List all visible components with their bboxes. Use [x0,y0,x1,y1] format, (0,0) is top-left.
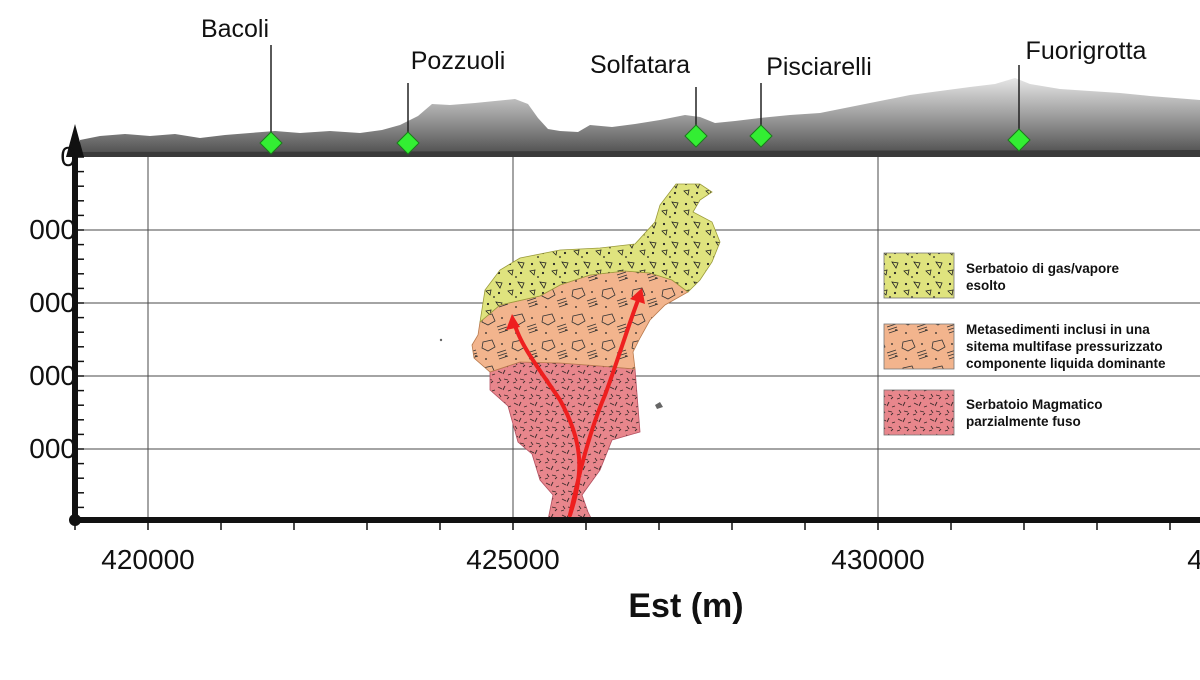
legend-line: Metasedimenti inclusi in una [966,322,1150,337]
legend-line: componente liquida dominante [966,356,1166,371]
flow-arrowhead-left [506,314,520,330]
marker-stems [270,45,1020,135]
y-tick-label: 000 [29,433,76,464]
marker-fuorigrotta [1007,128,1031,152]
x-tick-label: 430000 [831,544,925,575]
y-tick-label: 000 [29,214,76,245]
legend-swatch-magma [883,389,955,436]
legend-line: Serbatoio Magmatico [966,397,1103,412]
marker-pozzuoli [396,131,420,155]
flow-arrow-right [568,293,642,517]
marker-pisciarelli [749,124,773,148]
x-axis-title: Est (m) [628,587,744,625]
legend-entry-metasediments: Metasedimenti inclusi in una sitema mult… [966,321,1166,372]
legend-line: parzialmente fuso [966,414,1081,429]
place-markers [259,124,1031,155]
terrain-base-shadow [80,150,1200,157]
y-tick-label: 000 [29,360,76,391]
speck [439,338,443,342]
y-tick-label: 0 [60,141,76,172]
place-label-bacoli: Bacoli [200,15,270,43]
speck [655,402,663,409]
y-tick-label: 000 [29,287,76,318]
marker-bacoli [259,131,283,155]
legend-swatch-gas [883,252,955,299]
legend-entry-magma: Serbatoio Magmatico parzialmente fuso [966,396,1103,430]
axes [66,124,1200,526]
grid [75,157,1200,520]
legend-line: esolto [966,278,1006,293]
legend-line: Serbatoio di gas/vapore [966,261,1120,276]
legend-entry-gas: Serbatoio di gas/vapore esolto [966,260,1119,294]
legend-swatch-meta [883,323,955,370]
flow-arrowhead-right [630,288,645,304]
y-axis-arrowhead [66,124,84,157]
terrain-profile [80,78,1200,157]
place-label-pisciarelli: Pisciarelli [766,53,872,81]
place-label-fuorigrotta: Fuorigrotta [1025,37,1147,65]
y-minor-ticks [78,156,84,509]
x-tick-label: 420000 [101,544,195,575]
x-tick-label: 425000 [466,544,560,575]
fluid-flow-arrows [512,293,642,517]
place-label-solfatara: Solfatara [589,51,691,79]
gas-vapor-reservoir-body [479,183,721,324]
x-tick-label: 4 [1187,544,1200,575]
x-minor-ticks [74,522,1171,530]
place-label-pozzuoli: Pozzuoli [410,47,506,75]
marker-solfatara [684,124,708,148]
legend-line: sitema multifase pressurizzato [966,339,1163,354]
